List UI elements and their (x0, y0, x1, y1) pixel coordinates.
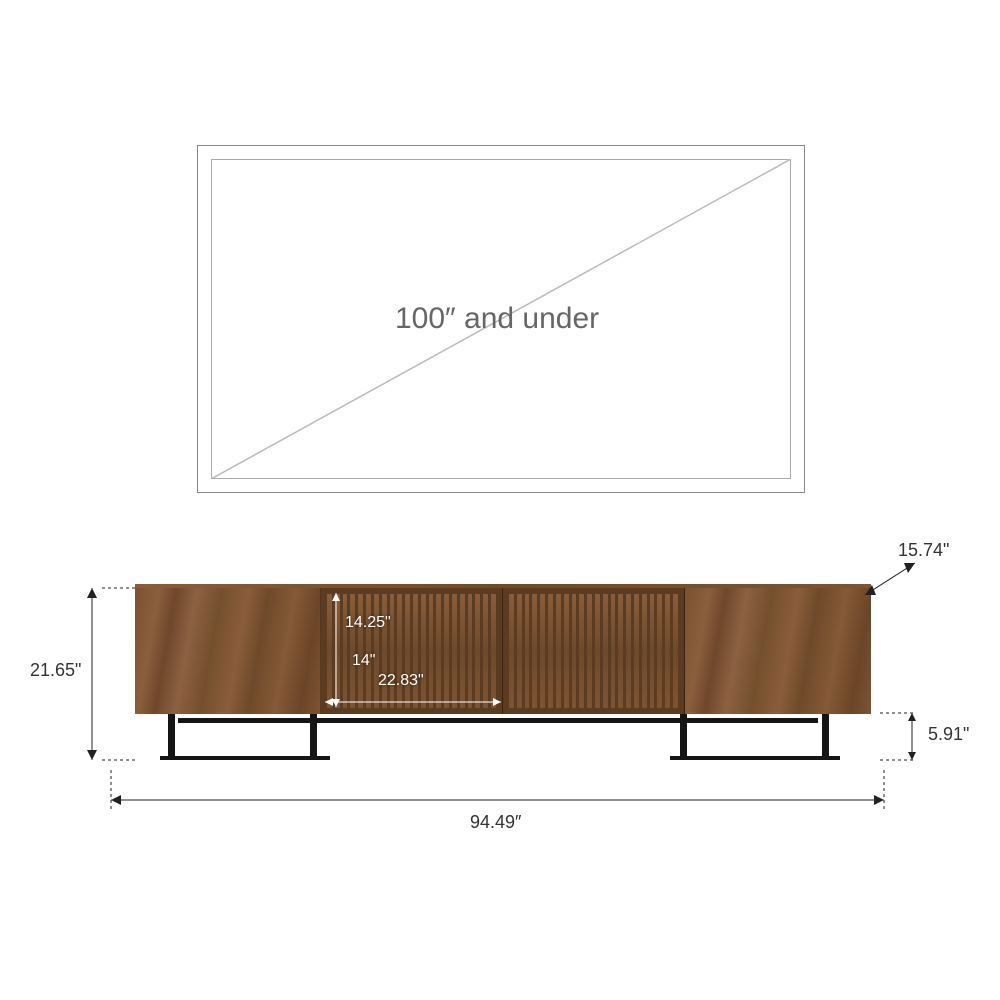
diagram-canvas: 100″ and under (0, 0, 1000, 1000)
dim-panel-width (322, 692, 506, 712)
dim-overall-width-label: 94.49″ (470, 812, 521, 833)
dim-panel-height-label: 14.25" (345, 614, 391, 632)
console-panel-slat-2 (503, 588, 685, 714)
dim-overall-height-label: 21.65" (30, 660, 81, 681)
console-leg-1 (168, 714, 175, 760)
dim-depth (860, 555, 940, 605)
dim-overall-height (72, 580, 142, 770)
console-leg-3 (680, 714, 687, 760)
console-leg-4 (822, 714, 829, 760)
console-leg-2 (310, 714, 317, 760)
console-foot-left (160, 756, 330, 760)
console-foot-right (670, 756, 840, 760)
console-panel-right (685, 588, 871, 714)
dim-panel-width-label: 22.83" (378, 672, 424, 690)
dim-depth-label: 15.74" (898, 540, 949, 561)
dim-panel-inner-height-label: 14" (352, 652, 375, 670)
tv-size-label: 100″ and under (395, 302, 599, 336)
dim-leg-height-label: 5.91" (928, 724, 969, 745)
console-cross-bar (178, 718, 818, 723)
console-panel-left (135, 588, 321, 714)
